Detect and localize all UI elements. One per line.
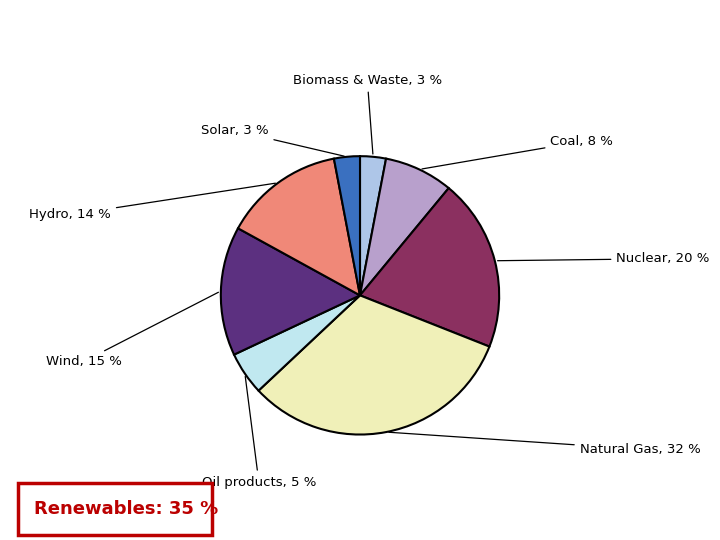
Wedge shape — [238, 159, 360, 295]
Text: Electricity Generation in Spain, 2010: Electricity Generation in Spain, 2010 — [58, 23, 662, 50]
Wedge shape — [221, 228, 360, 355]
Wedge shape — [360, 159, 449, 295]
Wedge shape — [334, 156, 360, 295]
Text: Natural Gas, 32 %: Natural Gas, 32 % — [389, 432, 701, 456]
FancyBboxPatch shape — [18, 483, 212, 535]
Text: Hydro, 14 %: Hydro, 14 % — [30, 183, 276, 221]
Wedge shape — [258, 295, 490, 435]
Wedge shape — [360, 156, 386, 295]
Text: Nuclear, 20 %: Nuclear, 20 % — [498, 252, 710, 265]
Text: Oil products, 5 %: Oil products, 5 % — [202, 376, 316, 489]
Wedge shape — [360, 188, 499, 347]
Text: Wind, 15 %: Wind, 15 % — [46, 292, 218, 368]
Text: Biomass & Waste, 3 %: Biomass & Waste, 3 % — [293, 73, 442, 154]
Text: Renewables: 35 %: Renewables: 35 % — [34, 500, 218, 518]
Wedge shape — [234, 295, 360, 390]
Text: Solar, 3 %: Solar, 3 % — [201, 124, 344, 156]
Text: Coal, 8 %: Coal, 8 % — [422, 135, 613, 169]
